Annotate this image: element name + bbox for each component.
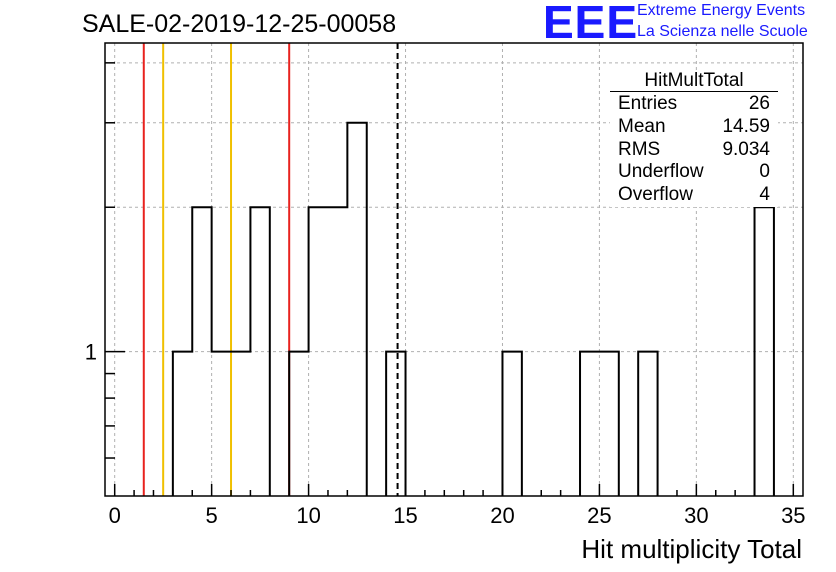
chart-title: SALE-02-2019-12-25-00058: [82, 10, 397, 38]
logo-line-1: Extreme Energy Events: [637, 2, 806, 19]
plot-frame: [104, 42, 804, 497]
axes: 0 5 10 15 20 25 30 35 1: [85, 62, 806, 528]
stats-divider: [610, 91, 778, 92]
stats-value: 4: [759, 184, 770, 206]
histogram-bars: [171, 121, 775, 496]
stats-row-rms: RMS 9.034: [610, 139, 778, 162]
x-tick-label: 35: [781, 503, 805, 528]
stats-value: 9.034: [722, 138, 770, 160]
stats-label: RMS: [618, 138, 661, 160]
stats-row-entries: Entries 26: [610, 93, 778, 116]
logo-mark: EEE: [543, 0, 639, 48]
x-axis-title: Hit multiplicity Total: [581, 534, 802, 564]
stats-row-mean: Mean 14.59: [610, 116, 778, 139]
histogram-outline: [171, 121, 775, 496]
x-tick-label: 20: [490, 503, 514, 528]
stats-title: HitMultTotal: [644, 70, 744, 91]
stats-row-overflow: Overflow 4: [610, 184, 778, 207]
stats-value: 0: [759, 161, 770, 183]
x-tick-label: 15: [393, 503, 417, 528]
stats-row-underflow: Underflow 0: [610, 161, 778, 184]
stats-value: 14.59: [722, 115, 770, 137]
x-tick-label: 30: [684, 503, 708, 528]
stats-value: 26: [748, 93, 770, 114]
y-tick-label: 1: [85, 340, 97, 365]
stats-label: Entries: [618, 93, 678, 114]
stats-label: Overflow: [618, 184, 693, 206]
x-tick-label: 5: [206, 503, 218, 528]
logo-line-2: La Scienza nelle Scuole: [637, 23, 808, 40]
x-tick-label: 0: [109, 503, 121, 528]
x-tick-label: 25: [587, 503, 611, 528]
stats-label: Mean: [618, 115, 666, 137]
x-tick-label: 10: [296, 503, 320, 528]
stats-label: Underflow: [618, 161, 704, 183]
stats-box: HitMultTotal Entries 26 Mean 14.59 RMS 9…: [610, 70, 778, 207]
eee-logo: EEE Extreme Energy Events La Scienza nel…: [543, 0, 833, 45]
